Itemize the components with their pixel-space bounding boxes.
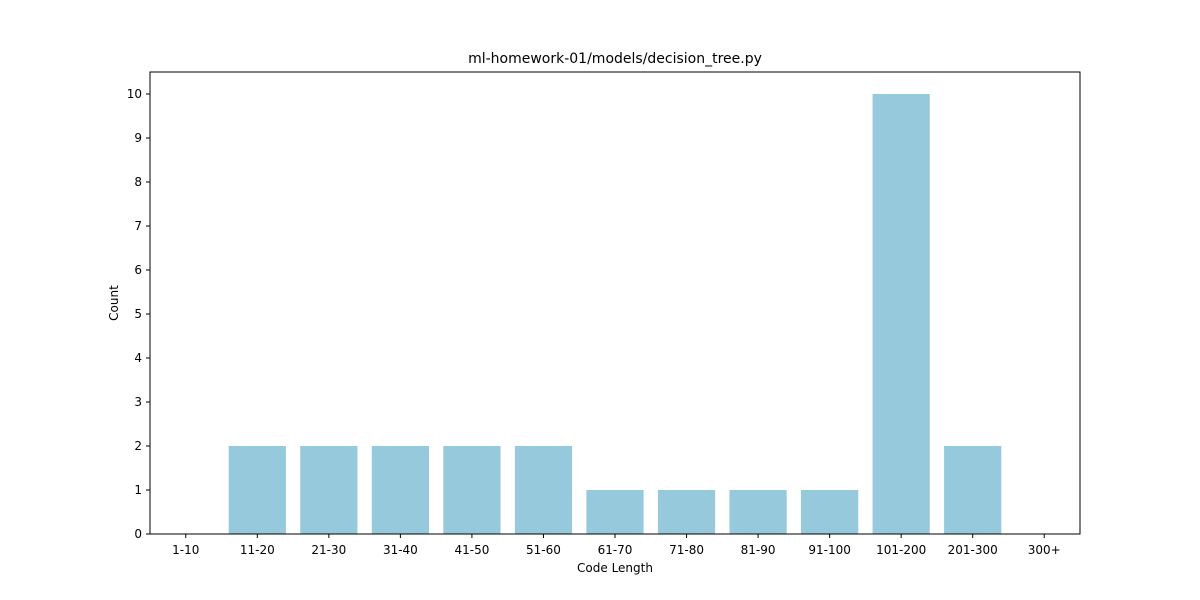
- y-tick-label: 7: [134, 219, 142, 233]
- bar: [944, 446, 1001, 534]
- chart-title: ml-homework-01/models/decision_tree.py: [468, 51, 762, 67]
- x-tick-label: 41-50: [454, 543, 489, 557]
- bar: [443, 446, 500, 534]
- y-tick-label: 3: [134, 395, 142, 409]
- bar: [515, 446, 572, 534]
- bar: [873, 94, 930, 534]
- bar: [300, 446, 357, 534]
- x-tick-label: 21-30: [311, 543, 346, 557]
- bar: [658, 490, 715, 534]
- bar: [372, 446, 429, 534]
- x-tick-label: 101-200: [876, 543, 926, 557]
- x-tick-label: 71-80: [669, 543, 704, 557]
- plot-frame: [150, 72, 1080, 534]
- x-tick-label: 1-10: [172, 543, 199, 557]
- y-tick-label: 0: [134, 527, 142, 541]
- y-axis-ticks: 0 1 2 3 4 5 6 7 8 9 10: [127, 87, 150, 541]
- y-tick-label: 8: [134, 175, 142, 189]
- x-tick-label: 300+: [1028, 543, 1061, 557]
- x-tick-label: 11-20: [240, 543, 275, 557]
- bar: [586, 490, 643, 534]
- y-tick-label: 6: [134, 263, 142, 277]
- x-tick-label: 91-100: [808, 543, 851, 557]
- x-tick-label: 31-40: [383, 543, 418, 557]
- y-tick-label: 10: [127, 87, 142, 101]
- y-tick-label: 2: [134, 439, 142, 453]
- x-axis-ticks: 1-10 11-20 21-30 31-40 41-50 51-60 61-70 71-80 8…: [172, 534, 1061, 557]
- y-tick-label: 4: [134, 351, 142, 365]
- x-tick-label: 81-90: [741, 543, 776, 557]
- y-axis-label: Count: [107, 285, 121, 321]
- y-tick-label: 9: [134, 131, 142, 145]
- x-tick-label: 61-70: [598, 543, 633, 557]
- x-tick-label: 51-60: [526, 543, 561, 557]
- bars: [229, 94, 1002, 534]
- bar: [729, 490, 786, 534]
- y-tick-label: 1: [134, 483, 142, 497]
- bar: [229, 446, 286, 534]
- bar: [801, 490, 858, 534]
- x-tick-label: 201-300: [948, 543, 998, 557]
- y-tick-label: 5: [134, 307, 142, 321]
- x-axis-label: Code Length: [577, 561, 653, 575]
